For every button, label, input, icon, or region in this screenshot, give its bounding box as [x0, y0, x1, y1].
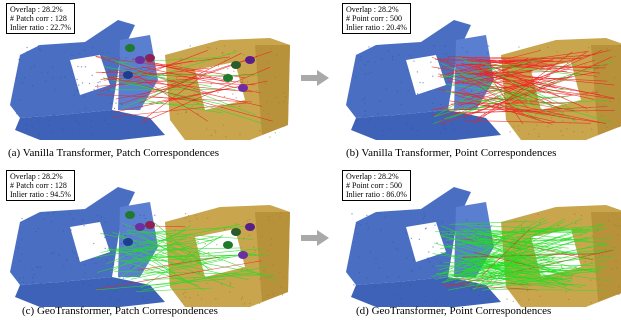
point-cloud-figure — [10, 187, 290, 307]
correspondence-lines — [431, 217, 616, 291]
source-point-cloud — [10, 20, 165, 140]
caption-d: (d) GeoTransformer, Point Correspondence… — [356, 305, 552, 317]
stats-box: Overlap : 28.2% # Patch corr : 128 Inlie… — [6, 170, 75, 201]
point-cloud-figure — [346, 187, 621, 307]
patch-markers — [123, 44, 255, 92]
stats-box: Overlap : 28.2% # Patch corr : 128 Inlie… — [6, 3, 75, 34]
correspondence-lines — [95, 222, 277, 292]
panel-d: Overlap : 28.2% # Point corr : 500 Inlie… — [336, 167, 621, 312]
caption-b: (b) Vanilla Transformer, Point Correspon… — [346, 147, 557, 159]
correspondence-lines — [94, 50, 273, 125]
point-cloud-figure — [346, 20, 621, 140]
panel-b: Overlap : 28.2% # Point corr : 500 Inlie… — [336, 0, 621, 145]
caption-a: (a) Vanilla Transformer, Patch Correspon… — [8, 147, 220, 159]
point-cloud-figure — [10, 20, 290, 140]
source-point-cloud — [346, 187, 501, 307]
arrow-right-icon — [301, 230, 329, 246]
stats-box: Overlap : 28.2% # Point corr : 500 Inlie… — [342, 170, 411, 201]
panel-c: Overlap : 28.2% # Patch corr : 128 Inlie… — [0, 167, 310, 312]
patch-markers — [123, 211, 255, 259]
source-point-cloud — [10, 187, 165, 307]
source-point-cloud — [346, 20, 501, 140]
arrow-right-icon — [301, 70, 329, 86]
stats-box: Overlap : 28.2% # Point corr : 500 Inlie… — [342, 3, 411, 34]
panel-a: Overlap : 28.2% # Patch corr : 128 Inlie… — [0, 0, 310, 145]
caption-c: (c) GeoTransformer, Patch Correspondence… — [22, 305, 218, 317]
correspondence-lines — [431, 49, 615, 125]
